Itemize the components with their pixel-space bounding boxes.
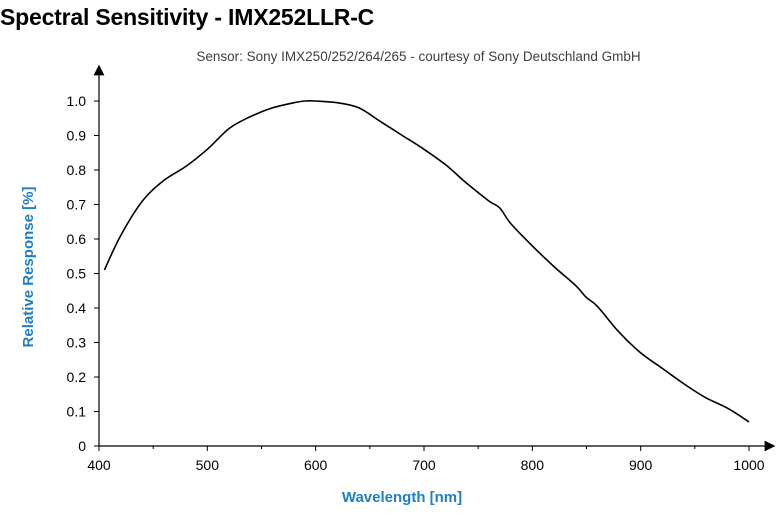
y-tick-label: 0.8 (67, 162, 87, 178)
ticks (94, 100, 750, 451)
y-tick-label: 1.0 (67, 93, 87, 109)
y-axis-title: Relative Response [%] (20, 187, 37, 348)
x-tick-label: 800 (521, 457, 545, 473)
x-tick-label: 900 (629, 457, 653, 473)
y-tick-label: 0.2 (67, 369, 87, 385)
response-curve (103, 99, 750, 423)
x-tick-label: 400 (87, 457, 111, 473)
chart-title: Spectral Sensitivity - IMX252LLR-C (0, 4, 375, 30)
x-tick-label: 1000 (733, 457, 764, 473)
y-tick-label: 0.3 (67, 335, 87, 351)
chart-subtitle: Sensor: Sony IMX250/252/264/265 - courte… (196, 49, 641, 64)
y-tick-label: 0.7 (67, 197, 87, 213)
y-tick-label: 0.4 (67, 300, 87, 316)
y-tick-label: 0.6 (67, 231, 87, 247)
y-tick-label: 0.1 (67, 404, 87, 420)
y-tick-label: 0.9 (67, 128, 87, 144)
y-tick-label: 0.5 (67, 266, 87, 282)
x-axis-title: Wavelength [nm] (342, 489, 462, 506)
axes (93, 64, 776, 452)
y-tick-label: 0 (78, 438, 86, 454)
tick-labels: 400 500 600 700 800 900 1000 0 0.1 0.2 0.3 0.4 0.5 0.… (67, 93, 765, 473)
x-tick-label: 500 (196, 457, 220, 473)
x-tick-label: 700 (412, 457, 436, 473)
x-tick-label: 600 (304, 457, 328, 473)
